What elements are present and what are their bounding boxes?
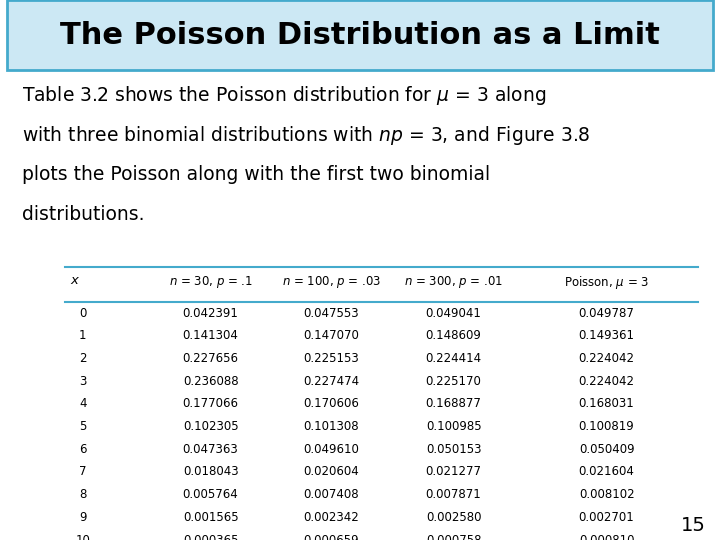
Text: 8: 8: [79, 488, 86, 501]
Text: 0.101308: 0.101308: [303, 420, 359, 433]
Text: 0.149361: 0.149361: [579, 329, 634, 342]
Text: distributions.: distributions.: [22, 205, 144, 224]
Text: 0.002342: 0.002342: [303, 511, 359, 524]
Text: 2: 2: [79, 352, 86, 365]
FancyBboxPatch shape: [7, 0, 713, 70]
Text: 0.227474: 0.227474: [303, 375, 359, 388]
Text: 0.002701: 0.002701: [579, 511, 634, 524]
Text: Poisson, $\mu$ = 3: Poisson, $\mu$ = 3: [564, 274, 649, 291]
Text: 0.102305: 0.102305: [183, 420, 238, 433]
Text: 0.000758: 0.000758: [426, 534, 482, 540]
Text: 0.170606: 0.170606: [303, 397, 359, 410]
Text: 0.050153: 0.050153: [426, 443, 482, 456]
Text: 0.000365: 0.000365: [183, 534, 238, 540]
Text: 0.050409: 0.050409: [579, 443, 634, 456]
Text: 0.236088: 0.236088: [183, 375, 238, 388]
Text: 0.047363: 0.047363: [183, 443, 238, 456]
Text: 0.141304: 0.141304: [183, 329, 238, 342]
Text: 10: 10: [76, 534, 90, 540]
Text: 7: 7: [79, 465, 86, 478]
Text: 0.000810: 0.000810: [579, 534, 634, 540]
Text: 0.224042: 0.224042: [579, 375, 634, 388]
Text: 4: 4: [79, 397, 86, 410]
Text: 9: 9: [79, 511, 86, 524]
Text: 1: 1: [79, 329, 86, 342]
Text: 0.000659: 0.000659: [303, 534, 359, 540]
Text: 0.147070: 0.147070: [303, 329, 359, 342]
Text: 0.049787: 0.049787: [579, 307, 634, 320]
Text: 0.148609: 0.148609: [426, 329, 482, 342]
Text: 0.042391: 0.042391: [183, 307, 238, 320]
Text: 0.007408: 0.007408: [303, 488, 359, 501]
Text: $n$ = 100, $p$ = .03: $n$ = 100, $p$ = .03: [282, 274, 381, 290]
Text: 0.049041: 0.049041: [426, 307, 482, 320]
Text: 0.227656: 0.227656: [183, 352, 238, 365]
Text: 0.177066: 0.177066: [183, 397, 238, 410]
Text: 15: 15: [680, 516, 706, 535]
Text: 0.224042: 0.224042: [579, 352, 634, 365]
Text: 0.005764: 0.005764: [183, 488, 238, 501]
Text: 0.021277: 0.021277: [426, 465, 482, 478]
Text: The Poisson Distribution as a Limit: The Poisson Distribution as a Limit: [60, 21, 660, 50]
Text: 0.002580: 0.002580: [426, 511, 482, 524]
Text: 0.224414: 0.224414: [426, 352, 482, 365]
Text: 0.225153: 0.225153: [303, 352, 359, 365]
Text: 5: 5: [79, 420, 86, 433]
Text: 0.008102: 0.008102: [579, 488, 634, 501]
Text: $n$ = 300, $p$ = .01: $n$ = 300, $p$ = .01: [404, 274, 503, 290]
Text: $n$ = 30, $p$ = .1: $n$ = 30, $p$ = .1: [168, 274, 253, 290]
Text: $x$: $x$: [71, 274, 81, 287]
Text: 0.168877: 0.168877: [426, 397, 482, 410]
Text: 6: 6: [79, 443, 86, 456]
Text: 0.168031: 0.168031: [579, 397, 634, 410]
Text: 0.001565: 0.001565: [183, 511, 238, 524]
Text: 0.100985: 0.100985: [426, 420, 482, 433]
Text: 0.100819: 0.100819: [579, 420, 634, 433]
Text: 0.021604: 0.021604: [579, 465, 634, 478]
Text: 0: 0: [79, 307, 86, 320]
Text: plots the Poisson along with the first two binomial: plots the Poisson along with the first t…: [22, 165, 490, 184]
Text: 0.007871: 0.007871: [426, 488, 482, 501]
Text: 0.225170: 0.225170: [426, 375, 482, 388]
Text: with three binomial distributions with $\it{np}$ = 3, and Figure 3.8: with three binomial distributions with $…: [22, 124, 590, 147]
Text: 3: 3: [79, 375, 86, 388]
Text: 0.018043: 0.018043: [183, 465, 238, 478]
Text: 0.020604: 0.020604: [303, 465, 359, 478]
Text: Table 3.2 shows the Poisson distribution for $\mu$ = 3 along: Table 3.2 shows the Poisson distribution…: [22, 84, 546, 107]
Text: 0.049610: 0.049610: [303, 443, 359, 456]
Text: 0.047553: 0.047553: [303, 307, 359, 320]
